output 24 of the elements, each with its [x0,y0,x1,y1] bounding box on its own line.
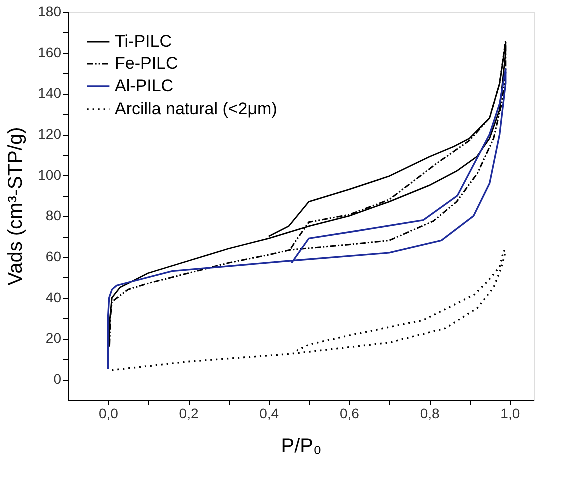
x-tick-label: 0,2 [179,406,199,422]
x-axis-title: P/P₀ [281,436,322,458]
legend-label: Al-PILC [115,76,174,96]
y-tick-label: 160 [38,44,62,60]
legend-label: Arcilla natural (<2μm) [115,100,278,118]
y-tick-label: 140 [38,85,62,102]
legend-label: Fe-PILC [115,54,178,73]
y-tick-label: 80 [46,208,62,224]
x-tick-label: 0,4 [260,406,280,422]
x-tick-label: 0,0 [98,406,119,422]
y-tick-label: 120 [38,126,62,142]
line-series [107,68,507,370]
y-tick-label: 60 [46,248,62,265]
y-tick-label: 40 [46,289,62,306]
x-tick-label: 0,6 [340,406,360,422]
y-tick-label: 180 [38,4,62,20]
line-series [111,250,507,372]
x-tick-label: 0,8 [420,406,440,422]
x-tick-label: 1,0 [500,406,520,422]
y-tick-label: 20 [46,330,62,346]
y-axis-title: Vads (cm³-STP/g) [5,127,28,286]
y-tick-label: 0 [54,371,62,388]
legend-label: Ti-PILC [115,32,172,51]
y-tick-label: 100 [38,166,62,183]
